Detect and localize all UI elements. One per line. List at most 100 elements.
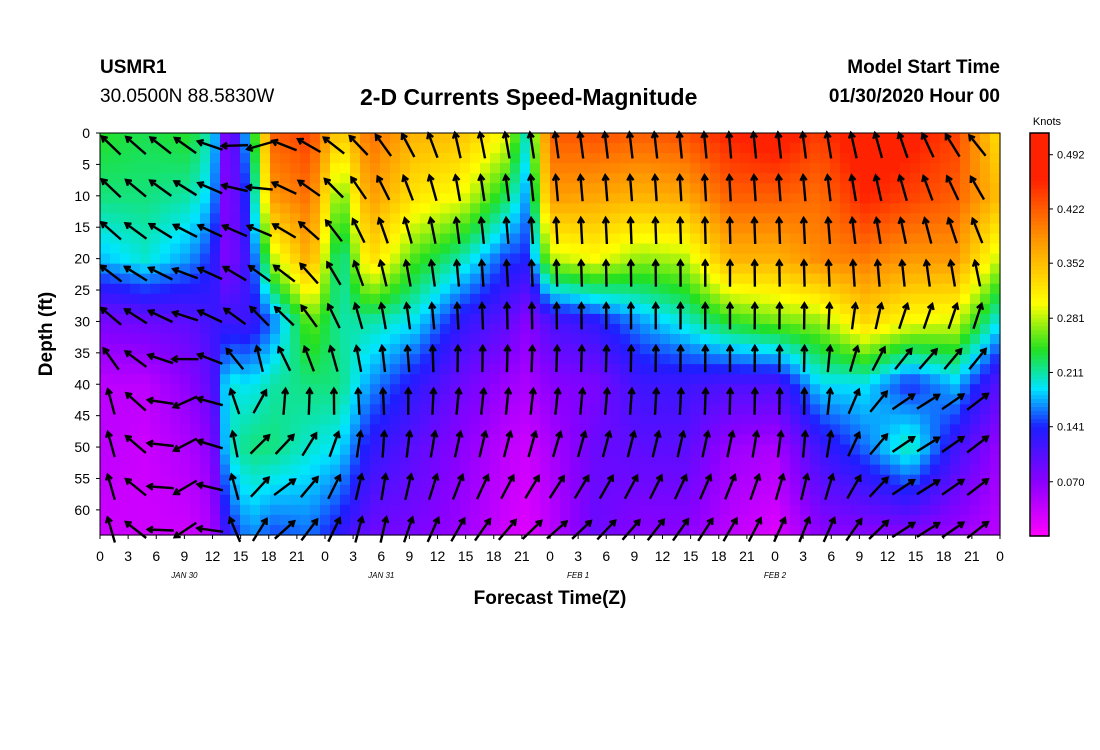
heatmap-cell <box>840 394 851 405</box>
heatmap-cell <box>360 484 371 496</box>
heatmap-cell <box>950 173 961 184</box>
current-vector-arrow <box>252 388 268 414</box>
heatmap-cell <box>850 454 861 466</box>
heatmap-cell <box>650 374 661 385</box>
heatmap-cell <box>830 394 841 405</box>
heatmap-cell <box>150 243 161 255</box>
heatmap-cell <box>910 404 921 415</box>
heatmap-cell <box>820 484 831 496</box>
heatmap-cell <box>270 474 281 486</box>
current-vector-arrow <box>329 386 339 415</box>
current-vector-arrow <box>700 215 710 245</box>
heatmap-cell <box>510 213 521 225</box>
heatmap-cell <box>890 354 901 365</box>
current-vector-arrow <box>646 518 666 541</box>
heatmap-cell <box>140 183 151 194</box>
heatmap-cell <box>320 153 331 164</box>
heatmap-cell <box>420 444 431 456</box>
heatmap-cell <box>390 524 401 536</box>
heatmap-cell <box>440 354 451 365</box>
heatmap-cell <box>930 524 941 536</box>
heatmap-cell <box>290 424 301 436</box>
heatmap-cell <box>740 203 751 214</box>
heatmap-cell <box>320 484 331 496</box>
heatmap-cell <box>740 273 751 285</box>
heatmap-cell <box>390 203 401 214</box>
heatmap-cell <box>190 514 201 526</box>
current-vector-arrow <box>497 518 518 541</box>
heatmap-cell <box>150 273 161 285</box>
current-vector-arrow <box>321 136 345 155</box>
current-vector-arrow <box>326 302 341 329</box>
heatmap-cell <box>620 434 631 446</box>
heatmap-cell <box>550 273 561 285</box>
heatmap-cell <box>290 444 301 456</box>
heatmap-cell <box>200 374 211 385</box>
heatmap-cell <box>790 263 801 275</box>
heatmap-cell <box>390 374 401 385</box>
heatmap-cell <box>480 183 491 194</box>
heatmap-cell <box>950 404 961 415</box>
heatmap-cell <box>440 303 451 315</box>
heatmap-cell <box>180 243 191 255</box>
current-vector-arrow <box>966 435 990 454</box>
heatmap-cell <box>200 273 211 285</box>
heatmap-cell <box>580 253 591 265</box>
current-vector-arrow <box>849 258 858 287</box>
heatmap-cell <box>200 344 211 355</box>
colorbar-segment <box>1030 378 1049 384</box>
heatmap-cell <box>140 484 151 496</box>
heatmap-cell <box>340 153 351 164</box>
heatmap-cell <box>110 494 121 506</box>
heatmap-cell <box>220 203 231 214</box>
heatmap-cell <box>730 213 741 225</box>
heatmap-cell <box>500 193 511 204</box>
heatmap-cell <box>310 524 321 536</box>
heatmap-cell <box>170 404 181 415</box>
heatmap-cell <box>780 163 791 174</box>
heatmap-cell <box>200 183 211 194</box>
current-vector-arrow <box>105 387 116 415</box>
heatmap-cell <box>800 253 811 265</box>
heatmap-cell <box>930 464 941 476</box>
heatmap-cell <box>630 223 641 235</box>
colorbar-segment <box>1030 403 1049 408</box>
heatmap-cell <box>340 143 351 154</box>
heatmap-cell <box>120 153 131 164</box>
heatmap-cell <box>770 344 781 355</box>
heatmap-cell <box>770 133 781 144</box>
heatmap-cell <box>310 223 321 235</box>
heatmap-cell <box>450 273 461 285</box>
heatmap-cell <box>410 143 421 154</box>
heatmap-cell <box>370 334 381 345</box>
heatmap-cell <box>870 243 881 255</box>
heatmap-cell <box>900 273 911 285</box>
heatmap-cell <box>530 313 541 325</box>
heatmap-cell <box>410 344 421 355</box>
heatmap-cell <box>480 223 491 235</box>
heatmap-cell <box>700 243 711 255</box>
heatmap-cell <box>360 504 371 516</box>
heatmap-cell <box>580 243 591 255</box>
heatmap-cell <box>440 504 451 516</box>
heatmap-cell <box>430 223 441 235</box>
heatmap-cell <box>200 323 211 335</box>
heatmap-cell <box>560 434 571 446</box>
heatmap-cell <box>950 414 961 426</box>
heatmap-cell <box>990 313 1001 325</box>
heatmap-cell <box>790 444 801 456</box>
heatmap-cell <box>930 364 941 375</box>
colorbar-segment <box>1030 213 1049 219</box>
x-tick-label: 12 <box>880 548 896 564</box>
heatmap-cell <box>150 253 161 265</box>
current-vector-arrow <box>800 386 809 415</box>
heatmap-cell <box>350 233 361 245</box>
heatmap-cell <box>220 464 231 476</box>
heatmap-cell <box>770 233 781 245</box>
heatmap-cell <box>790 253 801 265</box>
heatmap-cell <box>670 143 681 154</box>
heatmap-cell <box>450 454 461 466</box>
heatmap-cell <box>560 374 571 385</box>
heatmap-cell <box>160 404 171 415</box>
heatmap-cell <box>190 283 201 295</box>
